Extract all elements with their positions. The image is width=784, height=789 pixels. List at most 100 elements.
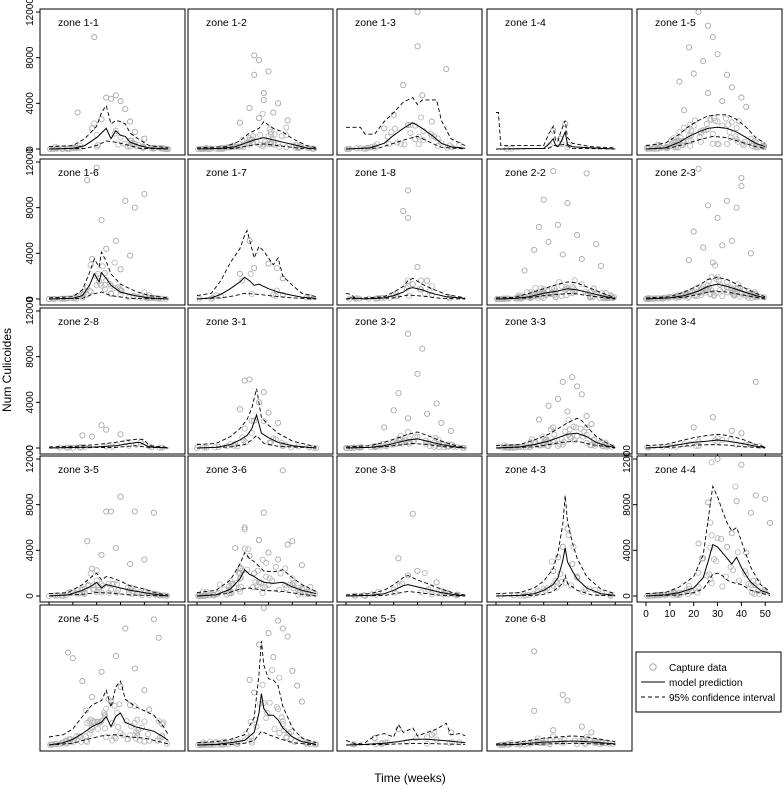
capture-point [401, 141, 408, 148]
prediction-line [345, 122, 466, 150]
capture-point [404, 277, 411, 284]
capture-point [102, 286, 109, 293]
capture-point [403, 739, 410, 746]
ci-lower-line [645, 135, 766, 150]
capture-point [561, 736, 568, 743]
capture-point [550, 168, 557, 175]
prediction-line [48, 127, 169, 150]
legend-label-capture: Capture data [669, 663, 727, 674]
capture-point [246, 676, 253, 683]
capture-point [718, 535, 725, 542]
capture-point [414, 370, 421, 377]
capture-point [124, 143, 131, 150]
capture-point [568, 582, 575, 589]
panel-zone-3-1: zone 3-1 [187, 307, 334, 455]
capture-point [400, 82, 407, 89]
capture-point [724, 71, 731, 78]
capture-point [418, 286, 425, 293]
y-tick-label: 12000 [25, 297, 36, 325]
y-tick-label: 12000 [25, 0, 36, 26]
capture-point [96, 583, 103, 590]
capture-point [239, 434, 246, 441]
capture-point [409, 510, 416, 517]
capture-point [98, 668, 105, 675]
ci-upper-line [345, 575, 466, 596]
capture-point [127, 560, 134, 568]
capture-point [697, 292, 704, 299]
capture-point [98, 422, 105, 429]
prediction-line [196, 693, 317, 746]
capture-point [531, 707, 538, 714]
y-tick-label: 4000 [25, 92, 36, 115]
panel-frame [39, 158, 186, 306]
ci-lower-line [495, 143, 616, 150]
capture-point [98, 217, 105, 224]
capture-point [111, 702, 118, 709]
capture-point [270, 654, 277, 661]
capture-point [413, 735, 420, 742]
ci-upper-line [496, 112, 616, 149]
capture-point [195, 442, 202, 449]
panel-frame [636, 158, 783, 306]
capture-point [675, 144, 682, 151]
capture-point [556, 440, 563, 447]
capture-point [739, 140, 746, 147]
capture-point [260, 96, 267, 103]
capture-point [273, 265, 280, 272]
capture-point [565, 417, 572, 424]
ci-lower-line [645, 290, 766, 300]
capture-point [528, 436, 535, 443]
legend: Capture data model prediction 95% confid… [635, 651, 782, 713]
panel-zone-1-4: zone 1-4 [486, 8, 633, 156]
prediction-line [645, 439, 766, 449]
ci-upper-line [345, 722, 466, 745]
capture-point [84, 738, 91, 745]
panel-title: zone 3-5 [58, 464, 99, 476]
capture-point [428, 283, 435, 290]
prediction-line [48, 581, 169, 597]
capture-point [707, 544, 714, 551]
capture-point [581, 428, 588, 435]
panel-zone-3-8: zone 3-801020304050 [336, 455, 483, 620]
capture-point [98, 551, 105, 558]
capture-point [565, 532, 572, 539]
capture-point [284, 117, 291, 124]
capture-point [700, 244, 707, 251]
capture-point [532, 284, 539, 291]
ci-upper-line [48, 572, 169, 596]
panel-title: zone 4-4 [655, 464, 696, 476]
panel-frame [187, 307, 334, 455]
capture-point [540, 196, 547, 203]
panel-title: zone 1-2 [206, 17, 247, 29]
y-tick-label: 8000 [25, 345, 36, 368]
capture-point [260, 90, 267, 97]
capture-point [583, 412, 590, 420]
capture-point [554, 554, 562, 561]
capture-point [695, 584, 702, 591]
capture-point [74, 109, 81, 116]
panel-frame [336, 604, 483, 752]
panel-zone-1-6: zone 1-6 0 4000 8000 12000 [25, 148, 186, 306]
ci-lower-line [495, 742, 616, 746]
capture-point [261, 583, 268, 590]
capture-point [531, 246, 538, 253]
y-axis-title: Num Culicoides [0, 328, 14, 412]
capture-point [549, 558, 556, 565]
capture-point [644, 444, 651, 451]
panel-zone-6-8: zone 6-8 [486, 604, 633, 752]
panel-title: zone 4-6 [206, 613, 247, 625]
y-tick-label: 4000 [25, 391, 36, 414]
capture-point [424, 277, 431, 284]
capture-point [248, 737, 255, 744]
capture-point [428, 133, 435, 140]
capture-point [271, 131, 278, 138]
ci-upper-line [48, 680, 169, 738]
capture-point [707, 519, 714, 526]
capture-point [108, 282, 115, 289]
capture-point [390, 407, 397, 414]
capture-point [568, 434, 575, 441]
panel-frame [486, 604, 633, 752]
capture-point [253, 582, 260, 589]
capture-point [248, 739, 255, 746]
